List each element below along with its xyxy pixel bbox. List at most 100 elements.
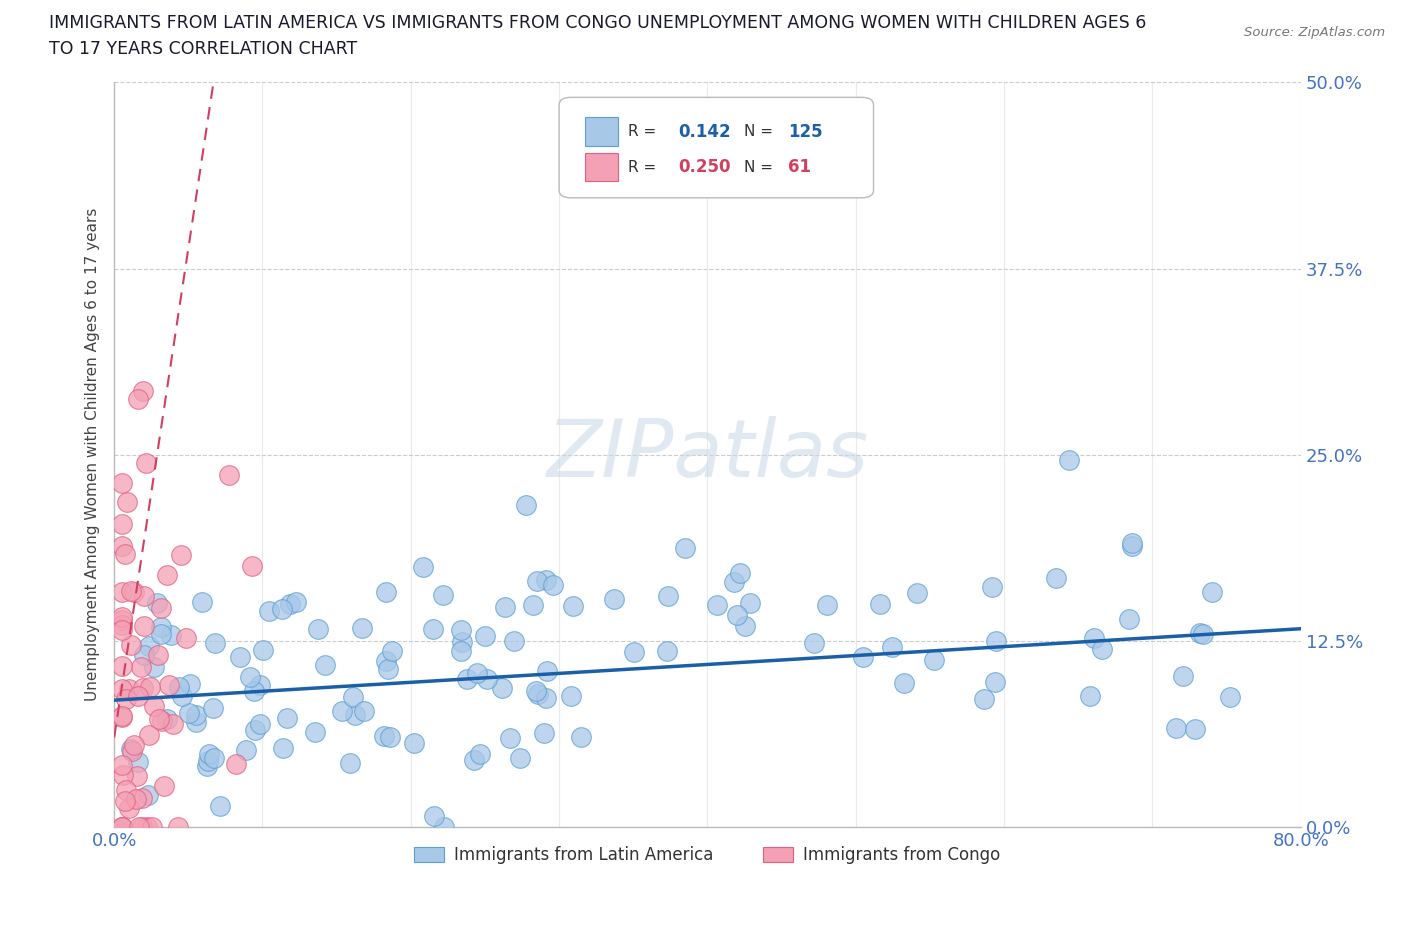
Point xyxy=(179,676,201,691)
Point xyxy=(381,644,404,658)
Point xyxy=(276,711,298,725)
Point xyxy=(141,819,163,834)
Point xyxy=(197,753,219,768)
Point xyxy=(131,819,153,834)
Point xyxy=(114,546,136,561)
Point xyxy=(352,621,374,636)
Point xyxy=(339,755,361,770)
Point xyxy=(278,597,301,612)
Point xyxy=(522,598,544,613)
Point xyxy=(249,677,271,692)
Point xyxy=(285,595,308,610)
Point xyxy=(138,639,160,654)
Text: N =: N = xyxy=(744,160,773,175)
Point xyxy=(353,704,375,719)
Y-axis label: Unemployment Among Women with Children Ages 6 to 17 years: Unemployment Among Women with Children A… xyxy=(86,208,100,701)
Point xyxy=(128,819,150,834)
Point xyxy=(132,647,155,662)
Point xyxy=(157,677,180,692)
Point xyxy=(1078,688,1101,703)
Point xyxy=(118,681,141,696)
Point xyxy=(257,604,280,618)
Point xyxy=(122,584,145,599)
Point xyxy=(723,575,745,590)
Point xyxy=(422,809,444,824)
Point xyxy=(1118,611,1140,626)
Text: R =: R = xyxy=(628,160,661,175)
Point xyxy=(167,679,190,694)
Point xyxy=(225,757,247,772)
Point xyxy=(738,595,761,610)
Point xyxy=(110,658,132,673)
Point xyxy=(202,700,225,715)
Point xyxy=(127,754,149,769)
Point xyxy=(534,691,557,706)
Bar xyxy=(585,117,619,146)
Point xyxy=(120,742,142,757)
Point xyxy=(127,769,149,784)
Text: Source: ZipAtlas.com: Source: ZipAtlas.com xyxy=(1244,26,1385,39)
Point xyxy=(195,759,218,774)
Point xyxy=(110,819,132,834)
Text: TO 17 YEARS CORRELATION CHART: TO 17 YEARS CORRELATION CHART xyxy=(49,40,357,58)
Point xyxy=(131,790,153,805)
Point xyxy=(271,601,294,616)
Point xyxy=(197,747,219,762)
Point xyxy=(526,574,548,589)
Point xyxy=(569,729,592,744)
Point xyxy=(110,758,132,773)
Point xyxy=(1191,627,1213,642)
Point xyxy=(533,725,555,740)
Point xyxy=(984,633,1007,648)
Point xyxy=(110,538,132,553)
Point xyxy=(110,819,132,834)
Point xyxy=(422,622,444,637)
Point xyxy=(1059,452,1081,467)
Point xyxy=(1121,535,1143,550)
Legend: Immigrants from Latin America, Immigrants from Congo: Immigrants from Latin America, Immigrant… xyxy=(408,839,1007,870)
Point xyxy=(148,647,170,662)
FancyBboxPatch shape xyxy=(560,98,873,198)
Point xyxy=(450,644,472,658)
Point xyxy=(170,688,193,703)
Point xyxy=(149,627,172,642)
Point xyxy=(204,751,226,765)
Point xyxy=(110,618,132,632)
Point xyxy=(815,598,838,613)
Point xyxy=(1121,538,1143,553)
Point xyxy=(110,682,132,697)
Point xyxy=(534,573,557,588)
Point xyxy=(725,607,748,622)
Point xyxy=(156,567,179,582)
Point xyxy=(1188,626,1211,641)
Point xyxy=(235,743,257,758)
Point xyxy=(412,560,434,575)
Point xyxy=(402,736,425,751)
Point xyxy=(657,644,679,658)
Point xyxy=(543,578,565,592)
Point xyxy=(124,792,146,807)
Point xyxy=(869,597,891,612)
Point xyxy=(184,707,207,722)
Point xyxy=(803,635,825,650)
Point xyxy=(184,714,207,729)
Point xyxy=(603,591,626,606)
Point xyxy=(973,692,995,707)
Point xyxy=(129,659,152,674)
Point xyxy=(138,787,160,802)
Point xyxy=(1045,571,1067,586)
Point xyxy=(174,631,197,645)
Point xyxy=(893,675,915,690)
Point xyxy=(239,670,262,684)
Point xyxy=(271,740,294,755)
Point xyxy=(524,684,547,698)
Point xyxy=(121,744,143,759)
Point xyxy=(623,644,645,659)
Point xyxy=(229,649,252,664)
Point xyxy=(160,628,183,643)
Point xyxy=(1218,690,1240,705)
Point xyxy=(1166,721,1188,736)
Point xyxy=(515,498,537,512)
Point xyxy=(127,689,149,704)
Point xyxy=(494,599,516,614)
